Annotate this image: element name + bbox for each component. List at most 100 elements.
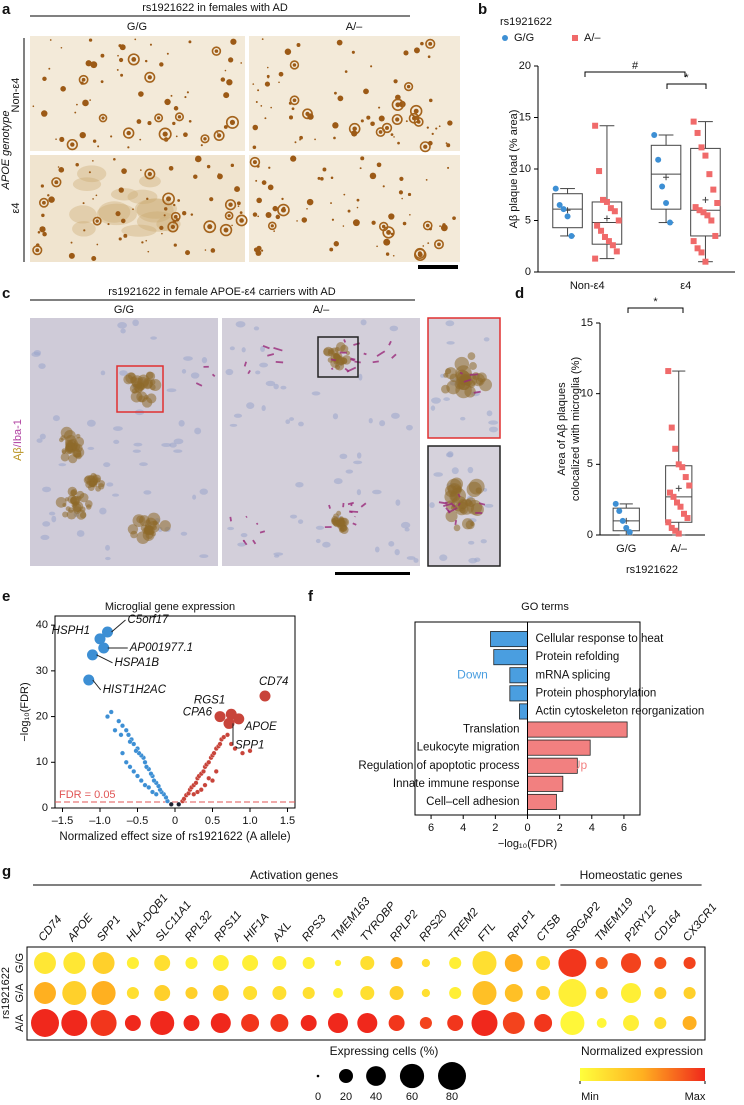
plaque	[79, 492, 89, 503]
plaque	[145, 239, 148, 242]
plaque	[92, 160, 94, 162]
gene-label: CX3CR1	[681, 901, 719, 943]
plaque	[419, 141, 431, 153]
plaque	[48, 196, 55, 203]
plaque	[64, 446, 73, 455]
nucleus	[105, 544, 111, 551]
plaque	[467, 352, 476, 361]
plaque	[272, 205, 278, 212]
point	[702, 258, 709, 265]
plaque	[194, 155, 202, 163]
plaque	[177, 115, 182, 119]
point	[672, 527, 679, 534]
x-tick-label: 2	[557, 822, 563, 834]
y-tick-label: 5	[587, 458, 593, 470]
plaque	[277, 203, 290, 217]
point	[202, 782, 208, 788]
plaque	[446, 478, 462, 494]
plaque	[211, 46, 222, 56]
dot	[63, 952, 86, 974]
scale-bar	[335, 572, 410, 575]
nucleus	[229, 346, 235, 351]
plaque	[390, 232, 394, 236]
dot	[504, 984, 523, 1002]
plot-frame	[26, 946, 706, 1041]
plaque	[118, 44, 122, 48]
dot	[333, 988, 343, 998]
plaque	[118, 187, 124, 193]
plaque	[352, 126, 357, 131]
plaque	[70, 241, 73, 244]
plaque	[383, 238, 391, 246]
plaque	[213, 129, 225, 142]
panel-letter: c	[2, 285, 10, 302]
nucleus	[166, 388, 177, 393]
panel-letter: d	[515, 285, 524, 302]
dot	[360, 986, 375, 1000]
gene-label: RPS20	[417, 908, 450, 944]
plaque	[98, 113, 108, 123]
plaque	[388, 213, 395, 220]
plaque	[289, 95, 300, 106]
nucleus	[261, 405, 266, 412]
point	[123, 727, 129, 733]
gene-label: HIST1H2AC	[103, 684, 167, 696]
gene-label: CTSB	[535, 912, 564, 943]
gene-label: APOE	[244, 721, 277, 733]
x-axis-label: −log₁₀(FDR)	[498, 838, 557, 850]
plaque	[359, 167, 362, 170]
dot	[154, 985, 171, 1001]
x-tick-label: A/–	[670, 543, 687, 555]
plaque	[80, 81, 84, 85]
point	[228, 741, 234, 747]
category-label: Cell–cell adhesion	[426, 796, 519, 808]
plaque	[454, 356, 470, 372]
gene-label: HSPA1B	[115, 657, 160, 669]
plaque	[42, 76, 47, 82]
nucleus	[285, 419, 291, 425]
plaque	[183, 134, 187, 137]
gene-label: HIF1A	[242, 911, 272, 944]
plaque	[74, 111, 77, 114]
point	[611, 208, 618, 215]
point	[651, 132, 658, 139]
dot	[558, 979, 587, 1007]
point	[131, 741, 137, 747]
x-tick-label: ε4	[680, 280, 691, 292]
diffuse-plaque	[72, 177, 102, 192]
plaque	[159, 520, 171, 532]
plaque	[267, 221, 277, 231]
plaque	[66, 138, 78, 151]
plaque	[132, 208, 134, 211]
plaque	[69, 497, 78, 505]
nucleus	[190, 372, 200, 379]
plaque	[397, 141, 400, 145]
nucleus	[103, 462, 111, 468]
plaque	[255, 100, 258, 103]
plaque	[385, 252, 390, 256]
plaque	[255, 179, 258, 182]
dot	[560, 1010, 585, 1036]
plaque	[423, 144, 428, 149]
point	[120, 750, 125, 756]
bar	[509, 667, 528, 684]
plaque	[146, 197, 149, 201]
nucleus	[87, 446, 95, 450]
plaque	[370, 65, 373, 68]
nucleus	[225, 368, 234, 376]
microglia	[211, 373, 216, 378]
nucleus	[467, 466, 474, 474]
plaque	[327, 357, 334, 363]
plaque	[170, 211, 181, 222]
plaque	[425, 179, 428, 181]
dot	[242, 955, 259, 971]
plaque	[301, 217, 308, 223]
plaque	[206, 164, 211, 169]
labeled-point	[233, 713, 245, 725]
plaque	[420, 41, 424, 46]
dot	[90, 1009, 117, 1037]
plaque	[252, 160, 257, 165]
point	[607, 205, 614, 212]
nucleus	[372, 489, 382, 495]
plaque	[177, 199, 181, 202]
